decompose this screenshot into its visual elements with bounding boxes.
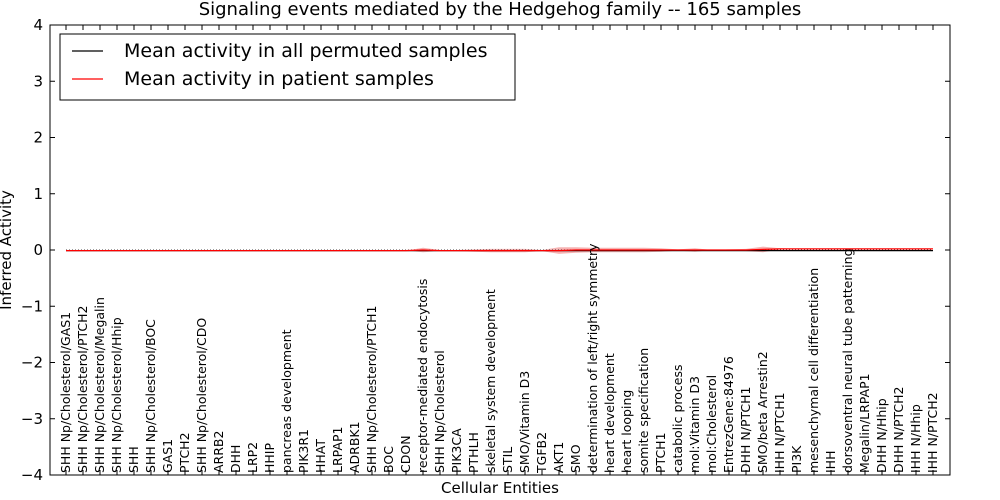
x-tick-label: DHH N/PTCH1 bbox=[738, 387, 753, 473]
x-tick-label: pancreas development bbox=[279, 329, 294, 473]
x-tick-label: ADRBK1 bbox=[347, 421, 362, 473]
legend-label-permuted: Mean activity in all permuted samples bbox=[124, 40, 487, 62]
x-tick-label: receptor-mediated endocytosis bbox=[415, 279, 430, 473]
y-tick-label: −1 bbox=[21, 297, 43, 315]
chart-title: Signaling events mediated by the Hedgeho… bbox=[199, 0, 802, 20]
x-tick-label: dorsoventral neural tube patterning bbox=[840, 249, 855, 474]
x-tick-label: SHH Np/Cholesterol bbox=[432, 350, 447, 473]
legend: Mean activity in all permuted samples Me… bbox=[59, 33, 516, 101]
x-tick-label: PTCH1 bbox=[653, 432, 668, 473]
x-tick-label: CDON bbox=[398, 435, 413, 473]
y-tick-label: 4 bbox=[33, 16, 43, 34]
series-line-patient bbox=[66, 248, 933, 252]
x-axis-label: Cellular Entities bbox=[441, 479, 559, 497]
x-tick-label: DHH N/PTCH2 bbox=[891, 387, 906, 473]
x-tick-label: PIK3CA bbox=[449, 428, 464, 473]
y-tick-label: −3 bbox=[21, 410, 43, 428]
x-tick-label: IHH bbox=[823, 451, 838, 474]
x-tick-label: Megalin/LRPAP1 bbox=[857, 373, 872, 473]
x-tick-label: AKT1 bbox=[551, 442, 566, 473]
y-tick-label: 3 bbox=[33, 72, 43, 90]
y-axis: 4 3 2 1 0 −1 −2 −3 −4 bbox=[21, 16, 950, 484]
x-tick-label: PTCH2 bbox=[177, 432, 192, 473]
x-tick-label: BOC bbox=[381, 446, 396, 473]
x-tick-label: ARRB2 bbox=[211, 431, 226, 473]
x-tick-label: PTHLH bbox=[466, 432, 481, 473]
x-tick-label: SHH Np/Cholesterol/PTCH1 bbox=[364, 306, 379, 474]
x-tick-label: HHIP bbox=[262, 443, 277, 473]
plot-area bbox=[66, 246, 933, 254]
x-tick-label: SHH Np/Cholesterol/BOC bbox=[143, 319, 158, 473]
x-tick-label: GAS1 bbox=[160, 439, 175, 473]
x-tick-label: DHH bbox=[228, 445, 243, 473]
x-tick-label: mol:Vitamin D3 bbox=[687, 376, 702, 473]
x-tick-label: catabolic process bbox=[670, 364, 685, 473]
x-tick-label: skeletal system development bbox=[483, 289, 498, 473]
x-tick-label: SMO/Vitamin D3 bbox=[517, 371, 532, 473]
x-tick-label: DHH N/Hhip bbox=[874, 398, 889, 473]
x-tick-label: LRPAP1 bbox=[330, 427, 345, 473]
x-tick-label: EntrezGene:84976 bbox=[721, 356, 736, 473]
x-tick-label: PI3K bbox=[789, 445, 804, 473]
x-tick-label: SHH bbox=[126, 446, 141, 473]
y-tick-label: 1 bbox=[33, 185, 43, 203]
x-tick-label: PIK3R1 bbox=[296, 429, 311, 473]
x-tick-label: SHH Np/Cholesterol/Megalin bbox=[92, 297, 107, 473]
x-tick-label: mesenchymal cell differentiation bbox=[806, 268, 821, 473]
x-tick-label: determination of left/right symmetry bbox=[585, 243, 600, 473]
legend-label-patient: Mean activity in patient samples bbox=[124, 68, 434, 90]
y-axis-label: Inferred Activity bbox=[0, 190, 15, 310]
x-tick-label: SHH Np/Cholesterol/GAS1 bbox=[58, 312, 73, 473]
y-tick-label: 2 bbox=[33, 129, 43, 147]
x-tick-label: IHH N/PTCH2 bbox=[925, 392, 940, 473]
x-tick-label: LRP2 bbox=[245, 442, 260, 473]
x-tick-label: SHH Np/Cholesterol/PTCH2 bbox=[75, 306, 90, 474]
x-tick-label: IHH N/PTCH1 bbox=[772, 392, 787, 473]
x-tick-label: heart looping bbox=[619, 390, 634, 473]
y-tick-label: 0 bbox=[33, 241, 43, 259]
legend-frame bbox=[59, 33, 516, 101]
x-tick-label: IHH N/Hhip bbox=[908, 404, 923, 473]
x-tick-label: mol:Cholesterol bbox=[704, 375, 719, 473]
x-tick-label: somite specification bbox=[636, 348, 651, 473]
y-tick-label: −2 bbox=[21, 354, 43, 372]
x-tick-label: SHH Np/Cholesterol/Hhip bbox=[109, 317, 124, 473]
x-tick-label: STIL bbox=[500, 447, 515, 473]
x-tick-label: SHH Np/Cholesterol/CDO bbox=[194, 318, 209, 473]
x-tick-label: TGFB2 bbox=[534, 432, 549, 474]
x-tick-label: SMO/beta Arrestin2 bbox=[755, 351, 770, 473]
x-tick-label: heart development bbox=[602, 353, 617, 473]
x-tick-label: SMO bbox=[568, 444, 583, 473]
y-tick-label: −4 bbox=[21, 466, 43, 484]
x-tick-label: HHAT bbox=[313, 439, 328, 473]
x-axis: SHH Np/Cholesterol/GAS1 SHH Np/Cholestero… bbox=[58, 25, 940, 475]
